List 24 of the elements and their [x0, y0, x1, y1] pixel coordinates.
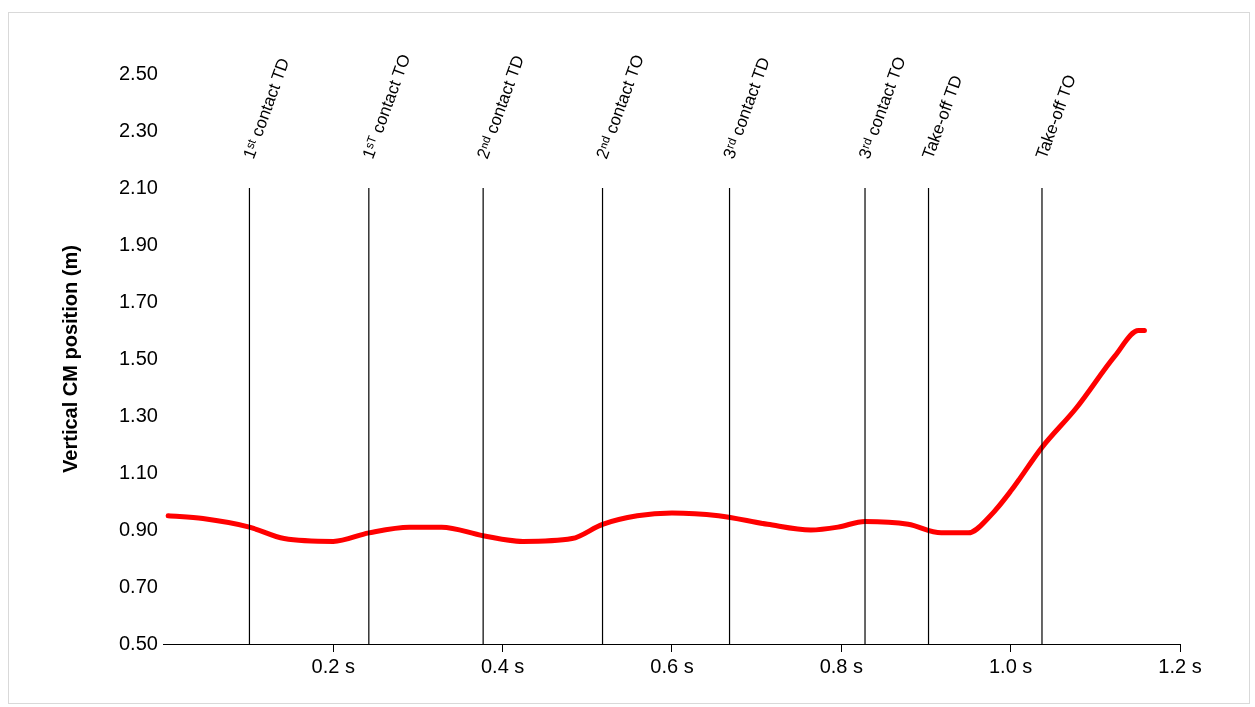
- ref-line-label: 3ʳᵈ contact TO: [854, 54, 910, 162]
- x-tick-label: 0.4 s: [480, 654, 525, 677]
- y-axis-title: Vertical CM position (m): [58, 245, 81, 473]
- y-tick-label: 1.30: [118, 403, 158, 426]
- ref-line-label: 1ˢᵗ contact TD: [239, 55, 294, 162]
- x-tick-label: 1.2 s: [1158, 654, 1202, 677]
- x-tick-label: 0.2 s: [311, 654, 355, 677]
- ref-line-label: 2ⁿᵈ contact TD: [473, 52, 529, 162]
- x-tick-label: 1.0 s: [988, 654, 1033, 677]
- x-tick-label: 0.6 s: [650, 654, 694, 677]
- x-tick-label: 0.8 s: [819, 654, 863, 677]
- y-tick-label: 0.90: [118, 517, 158, 540]
- y-tick-label: 1.90: [118, 232, 158, 255]
- ref-line-label: 3ʳᵈ contact TD: [719, 54, 774, 162]
- y-tick-label: 1.70: [118, 289, 158, 312]
- y-tick-label: 1.50: [118, 346, 158, 369]
- y-tick-label: 1.10: [118, 460, 158, 483]
- y-tick-label: 0.50: [118, 631, 158, 654]
- y-tick-label: 0.70: [118, 574, 158, 597]
- y-tick-label: 2.50: [118, 61, 158, 84]
- y-tick-label: 2.30: [118, 118, 158, 141]
- y-tick-label: 2.10: [118, 175, 158, 198]
- ref-line-label: 1ˢᵀ contact TO: [358, 51, 415, 162]
- ref-line-label: 2ⁿᵈ contact TO: [592, 52, 648, 162]
